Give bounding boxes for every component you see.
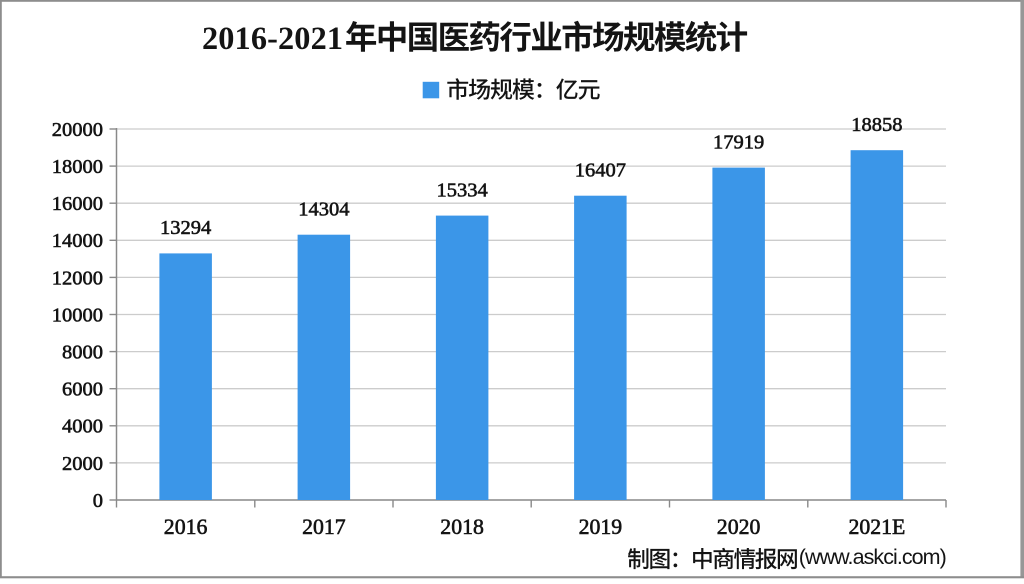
svg-text:2018: 2018: [440, 515, 484, 539]
svg-text:6000: 6000: [62, 379, 103, 401]
svg-text:18000: 18000: [52, 156, 103, 178]
svg-text:14000: 14000: [52, 230, 103, 252]
svg-text:13294: 13294: [160, 217, 211, 239]
svg-text:8000: 8000: [62, 342, 103, 364]
svg-text:12000: 12000: [52, 267, 103, 289]
svg-text:(www.askci.com): (www.askci.com): [799, 545, 947, 569]
svg-text:2016: 2016: [164, 515, 208, 539]
svg-text:2000: 2000: [62, 453, 103, 475]
svg-text:4000: 4000: [62, 416, 103, 438]
svg-text:16407: 16407: [575, 160, 626, 182]
svg-text:17919: 17919: [713, 131, 764, 153]
svg-text:14304: 14304: [298, 199, 349, 221]
svg-text:10000: 10000: [52, 304, 103, 326]
svg-text:2016-2021: 2016-2021: [202, 20, 343, 56]
svg-text:0: 0: [93, 490, 103, 512]
svg-text:2021E: 2021E: [848, 515, 905, 539]
svg-text:2017: 2017: [302, 515, 346, 539]
svg-text:20000: 20000: [52, 119, 103, 141]
svg-text:2020: 2020: [717, 515, 761, 539]
svg-text:2019: 2019: [579, 515, 623, 539]
svg-text:15334: 15334: [436, 179, 487, 201]
svg-text:16000: 16000: [52, 193, 103, 215]
svg-text:18858: 18858: [851, 114, 902, 136]
